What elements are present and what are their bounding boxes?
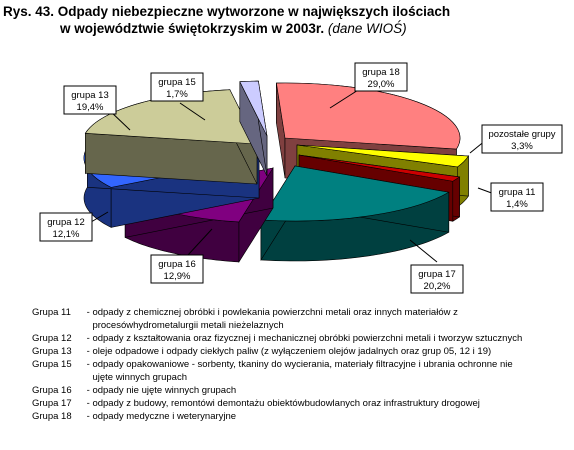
slice-label-value: 19,4% xyxy=(77,102,104,113)
slice-label: grupa 151,7% xyxy=(150,72,204,102)
slice-label-value: 12,9% xyxy=(164,271,191,282)
legend-item: Grupa 17 - odpady z budowy, remontówi de… xyxy=(32,397,532,410)
slice-label-name: grupa 13 xyxy=(71,90,109,101)
pie-slice xyxy=(239,80,268,177)
legend-item: Grupa 13 - oleje odpadowe i odpady ciekł… xyxy=(32,345,532,358)
leader-line xyxy=(409,239,438,263)
slice-label-value: 20,2% xyxy=(424,281,451,292)
leader-line xyxy=(179,102,206,121)
slice-label-value: 29,0% xyxy=(368,79,395,90)
slice-label-name: grupa 18 xyxy=(362,67,400,78)
pie-slice xyxy=(84,89,258,185)
pie-slice xyxy=(260,164,450,262)
title-line-2-text: w województwie świętokrzyskim w 2003r. xyxy=(60,21,325,36)
slice-label-name: grupa 11 xyxy=(499,187,536,198)
slice-label-value: 1,7% xyxy=(166,89,188,100)
legend-text: odpady z chemicznej obróbki i powlekania… xyxy=(92,307,458,331)
legend-key: Grupa 17 xyxy=(32,398,72,409)
title-line-1: Rys. 43. Odpady niebezpieczne wytworzone… xyxy=(3,4,451,19)
slice-label-name: grupa 17 xyxy=(418,269,456,280)
slice-label-value: 12,1% xyxy=(53,229,80,240)
title-note: (dane WIOŚ) xyxy=(327,21,407,36)
slice-label-name: grupa 16 xyxy=(158,259,196,270)
slice-label-name: pozostałe grupy xyxy=(488,129,555,140)
leader-line xyxy=(187,228,213,256)
legend-item: Grupa 16 - odpady nie ujęte winnych grup… xyxy=(32,384,532,397)
legend-key: Grupa 13 xyxy=(32,346,72,357)
pie-slices xyxy=(83,80,469,263)
slice-label: grupa 111,4% xyxy=(490,182,544,212)
legend-text: odpady opakowaniowe - sorbenty, tkaniny … xyxy=(92,359,513,383)
legend-text: odpady nie ujęte winnych grupach xyxy=(92,385,237,396)
legend-text: odpady medyczne i weterynaryjne xyxy=(92,411,237,422)
legend-text: odpady z kształtowania oraz fizycznej i … xyxy=(92,333,523,344)
slice-label-name: grupa 15 xyxy=(158,77,196,88)
legend-item: Grupa 11 - odpady z chemicznej obróbki i… xyxy=(32,306,532,332)
legend-item: Grupa 15 - odpady opakowaniowe - sorbent… xyxy=(32,358,532,384)
legend-key: Grupa 11 xyxy=(32,307,71,318)
legend: Grupa 11 - odpady z chemicznej obróbki i… xyxy=(32,306,532,423)
legend-item: Grupa 12 - odpady z kształtowania oraz f… xyxy=(32,332,532,345)
slice-label-name: grupa 12 xyxy=(47,217,85,228)
legend-key: Grupa 18 xyxy=(32,411,72,422)
legend-key: Grupa 12 xyxy=(32,333,72,344)
chart-title: Rys. 43. Odpady niebezpieczne wytworzone… xyxy=(3,3,450,37)
title-line-2: w województwie świętokrzyskim w 2003r. (… xyxy=(3,20,450,37)
legend-text: odpady z budowy, remontówi demontażu obi… xyxy=(92,398,480,409)
slice-label-value: 3,3% xyxy=(511,141,533,152)
slice-label-value: 1,4% xyxy=(506,199,528,210)
legend-text: oleje odpadowe i odpady ciekłych paliw (… xyxy=(92,346,492,357)
legend-key: Grupa 15 xyxy=(32,359,72,370)
legend-item: Grupa 18 - odpady medyczne i weterynaryj… xyxy=(32,410,532,423)
legend-key: Grupa 16 xyxy=(32,385,72,396)
